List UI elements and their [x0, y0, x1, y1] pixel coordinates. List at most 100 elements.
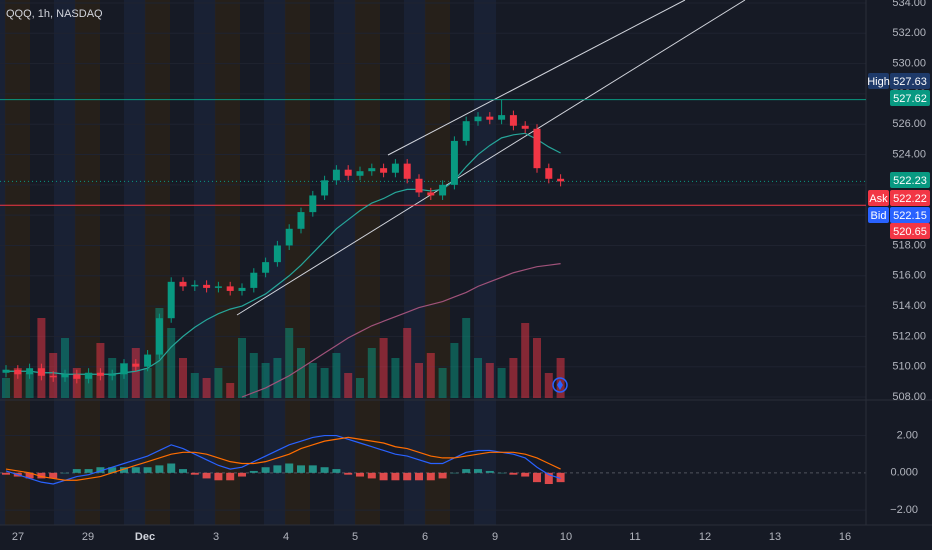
candle-body — [521, 125, 529, 129]
macd-histogram-bar — [391, 472, 400, 481]
volume-bar — [438, 368, 447, 398]
afterhours-band — [404, 0, 426, 525]
candle-body — [415, 178, 423, 193]
macd-histogram-bar — [37, 472, 46, 479]
volume-bar — [485, 363, 494, 398]
macd-histogram-bar — [379, 472, 388, 481]
volume-bar — [25, 373, 34, 398]
macd-histogram-bar — [450, 472, 459, 474]
afterhours-band — [194, 0, 216, 525]
macd-tick-label: 2.00 — [897, 429, 918, 441]
volume-bar — [249, 353, 258, 398]
price-badge — [890, 190, 930, 206]
volume-bar — [61, 338, 69, 398]
x-tick-label: 11 — [629, 531, 640, 543]
macd-histogram-bar — [497, 472, 506, 474]
plot — [0, 99, 866, 485]
macd-histogram-bar — [273, 465, 282, 473]
candle-body — [120, 363, 128, 375]
volume-bar — [509, 358, 518, 398]
x-tick-label: 29 — [82, 531, 94, 543]
candle-body — [37, 368, 45, 376]
x-tick-label: 3 — [213, 531, 219, 543]
macd-histogram-bar — [96, 467, 105, 473]
premarket-band — [215, 0, 240, 525]
volume-bar — [344, 373, 353, 398]
afterhours-band — [334, 0, 356, 525]
volume-bar — [261, 363, 270, 398]
premarket-band — [5, 0, 30, 525]
y-tick-label: 518.00 — [892, 239, 926, 251]
x-tick-label: 4 — [283, 531, 289, 543]
candle-body — [238, 287, 246, 291]
channel-line — [236, 0, 746, 316]
candle-body — [321, 180, 329, 196]
macd-histogram-bar — [190, 472, 199, 475]
macd-histogram-bar — [214, 472, 223, 481]
candle-body — [356, 171, 364, 176]
candle-body — [144, 354, 152, 367]
price-badge-tag — [868, 73, 889, 89]
macd-histogram-bar — [61, 472, 69, 474]
x-tick-label: 16 — [839, 531, 851, 543]
candle-body — [191, 284, 199, 287]
macd-histogram-bar — [226, 472, 235, 481]
volume-bar — [297, 348, 305, 398]
candle-body — [427, 192, 435, 196]
candle-body — [61, 374, 69, 378]
price-badge — [890, 90, 930, 106]
y-tick-label: 532.00 — [892, 27, 926, 39]
price-badge-value: 522.22 — [893, 193, 927, 205]
candle-body — [132, 363, 140, 367]
price-badge — [890, 223, 930, 239]
candle-body — [533, 128, 541, 169]
premarket-band — [355, 0, 380, 525]
candle-body — [403, 163, 411, 179]
macd-histogram-bar — [261, 467, 270, 473]
macd-histogram-bar — [285, 463, 294, 473]
session-bands — [0, 0, 496, 525]
macd-histogram-bar — [344, 472, 353, 475]
volume-bar — [403, 328, 412, 398]
signal-line — [5, 436, 561, 481]
macd-histogram-bar — [474, 469, 482, 473]
candle-body — [380, 168, 388, 173]
candle-body — [214, 286, 222, 288]
macd-histogram-bar — [49, 472, 58, 479]
y-tick-label: 526.00 — [892, 118, 926, 130]
candle-body — [545, 168, 553, 179]
volume-bar — [143, 368, 152, 398]
candle-body — [108, 374, 116, 376]
add-button[interactable] — [552, 377, 568, 393]
macd-histogram-bar — [120, 467, 128, 473]
macd-histogram-bar — [462, 469, 471, 473]
y-tick-label: 514.00 — [892, 300, 926, 312]
volume-bar — [426, 353, 435, 398]
y-tick-label: 534.00 — [892, 0, 926, 9]
candle-body — [439, 184, 447, 196]
price-badge — [890, 207, 930, 223]
volume-bar — [2, 378, 10, 398]
price-badge-value: 527.62 — [893, 93, 927, 105]
premarket-band — [425, 0, 450, 525]
macd-histogram-bar — [155, 465, 164, 473]
x-tick-label: 27 — [12, 531, 24, 543]
volume-bar — [521, 323, 530, 398]
macd-histogram-bar — [521, 472, 530, 477]
macd-histogram-bar — [108, 467, 117, 473]
macd-histogram-bar — [249, 470, 258, 473]
price-badge-value: 527.63 — [893, 76, 927, 88]
price-badge-value: 522.23 — [893, 175, 927, 187]
volume-bar — [273, 358, 282, 398]
volume-bar — [84, 373, 93, 398]
volume-bar — [379, 338, 388, 398]
candle-body — [2, 369, 10, 373]
price-badge-label: Bid — [871, 210, 887, 222]
price-badge-tag — [868, 190, 889, 206]
candle-body — [297, 212, 305, 229]
candle-body — [167, 281, 175, 319]
candle-body — [49, 375, 57, 378]
x-tick-label: 9 — [492, 531, 498, 543]
afterhours-band — [474, 0, 496, 525]
